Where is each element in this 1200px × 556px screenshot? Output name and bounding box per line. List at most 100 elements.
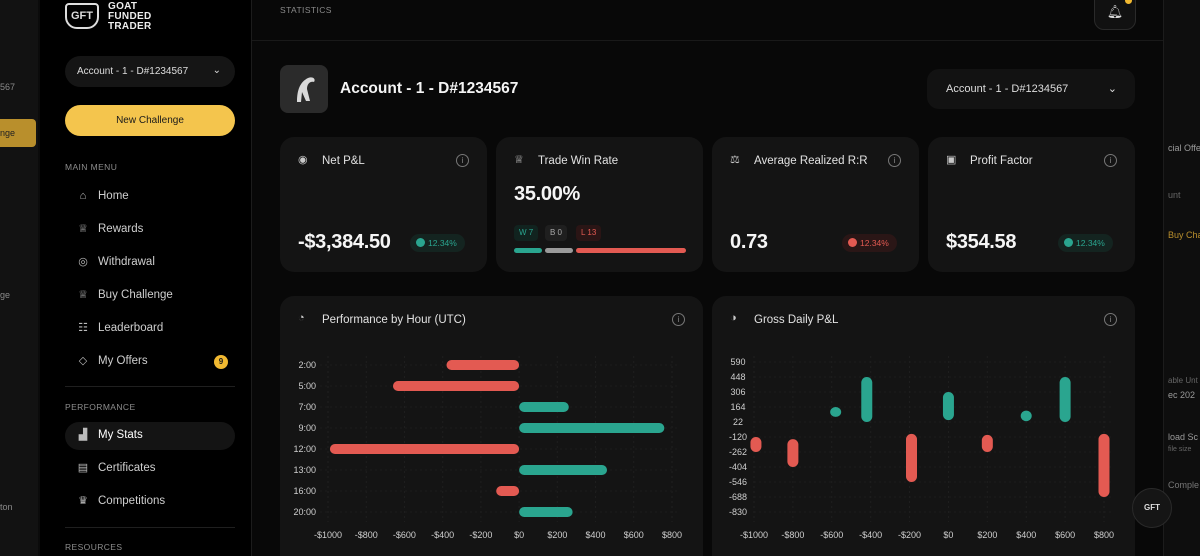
y-tick-label: 20:00 xyxy=(293,507,316,517)
profit-factor-value: $354.58 xyxy=(946,231,1017,253)
x-tick-label: $600 xyxy=(624,530,644,540)
bar xyxy=(830,407,842,417)
scale-icon: ⚖ xyxy=(730,154,740,166)
account-select-label: Account - 1 - D#1234567 xyxy=(77,66,189,77)
coin-icon: ◑ xyxy=(730,312,737,324)
background-text: unt xyxy=(1168,190,1181,200)
page-title: STATISTICS xyxy=(280,5,332,15)
sidebar-item-competitions[interactable]: ♛ Competitions xyxy=(65,488,235,516)
bar xyxy=(942,392,954,421)
sidebar-item-label: My Offers xyxy=(98,355,148,367)
support-chat-button[interactable]: GFT xyxy=(1132,488,1172,528)
sidebar-item-leaderboard[interactable]: ☷ Leaderboard xyxy=(65,315,235,343)
wins-bar xyxy=(514,248,542,253)
y-tick-label: -830 xyxy=(729,507,747,517)
sidebar-item-my-offers[interactable]: ◇ My Offers 9 xyxy=(65,348,235,376)
crown-icon: ♛ xyxy=(78,495,88,507)
sidebar-item-label: Rewards xyxy=(98,223,144,235)
x-tick-label: $800 xyxy=(1094,530,1114,540)
x-tick-label: -$800 xyxy=(355,530,378,540)
avg-rr-card: ⚖ Average Realized R:R i 0.73 12.34% xyxy=(712,137,919,272)
bar xyxy=(1020,410,1032,422)
gross-daily-pnl-chart: 590 448 306 164 22 -120 -262 -404 -546 -688 -830 -$… xyxy=(729,356,1114,540)
chart-title: Performance by Hour (UTC) xyxy=(322,314,466,326)
x-tick-label: -$800 xyxy=(781,530,804,540)
gross-daily-pnl-card: ◑ Gross Daily P&L i 590 448 306 164 22 -120 -2… xyxy=(712,296,1135,556)
account-title: Account - 1 - D#1234567 xyxy=(340,80,519,97)
notifications-button[interactable]: 🔔︎ xyxy=(1094,0,1136,30)
background-text: ton xyxy=(0,502,13,512)
users-icon: ☷ xyxy=(78,322,88,334)
sidebar-item-label: Competitions xyxy=(98,495,166,507)
card-title: Profit Factor xyxy=(970,155,1033,167)
bar xyxy=(750,437,762,452)
trophy-icon: ♕ xyxy=(514,154,524,166)
x-tick-label: $0 xyxy=(943,530,953,540)
background-text: Buy Cha xyxy=(1168,230,1200,240)
y-tick-label: 590 xyxy=(730,357,745,367)
background-window-right: cial Offe unt Buy Cha able Unt ec 202 lo… xyxy=(1163,0,1200,556)
header-divider xyxy=(252,40,1163,41)
home-icon: ⌂ xyxy=(79,190,87,202)
tag-icon: ◇ xyxy=(78,355,88,367)
arrow-up-icon xyxy=(1064,238,1073,247)
sidebar-item-withdrawal[interactable]: ◎ Withdrawal xyxy=(65,249,235,277)
chevron-down-icon: ⌄ xyxy=(1107,83,1117,95)
bar xyxy=(787,439,799,467)
y-tick-label: 5:00 xyxy=(298,381,316,391)
offers-count-badge: 9 xyxy=(214,355,228,369)
sidebar-item-my-stats[interactable]: ▟ My Stats xyxy=(65,422,235,450)
sidebar-item-rewards[interactable]: ♕ Rewards xyxy=(65,216,235,244)
account-select[interactable]: Account - 1 - D#1234567 ⌄ xyxy=(65,56,235,87)
y-tick-label: -688 xyxy=(729,492,747,502)
background-text: file size xyxy=(1168,446,1192,453)
y-tick-label: -120 xyxy=(729,432,747,442)
goat-logo-icon xyxy=(297,77,315,102)
brand-name-line: FUNDED xyxy=(108,11,152,22)
sidebar-item-home[interactable]: ⌂ Home xyxy=(65,183,235,211)
sidebar-item-certificates[interactable]: ▤ Certificates xyxy=(65,455,235,483)
brand-name: GOAT FUNDED TRADER xyxy=(108,2,151,32)
bar xyxy=(519,507,573,517)
main-content: STATISTICS 🔔︎ Account - 1 - D#1234567 Ac… xyxy=(252,0,1163,556)
background-text: able Unt xyxy=(1168,376,1198,385)
y-tick-label: 9:00 xyxy=(298,423,316,433)
info-icon[interactable]: i xyxy=(1104,154,1117,167)
info-icon[interactable]: i xyxy=(888,154,901,167)
brand-logo-icon[interactable]: GFT xyxy=(65,3,99,29)
y-tick-label: 2:00 xyxy=(298,360,316,370)
avg-rr-value: 0.73 xyxy=(730,231,768,253)
new-challenge-button[interactable]: New Challenge xyxy=(65,105,235,136)
background-text: 567 xyxy=(0,82,16,92)
x-tick-label: $0 xyxy=(514,530,524,540)
breakeven-bar xyxy=(545,248,573,253)
info-icon[interactable]: i xyxy=(1104,313,1117,326)
brand-name-line: GOAT xyxy=(108,1,138,12)
sidebar-item-label: My Stats xyxy=(98,429,143,441)
account-select[interactable]: Account - 1 - D#1234567 ⌄ xyxy=(927,69,1135,109)
card-title: Average Realized R:R xyxy=(754,155,868,167)
y-tick-label: 448 xyxy=(730,372,745,382)
card-title: Net P&L xyxy=(322,155,365,167)
chart-icon: ▟ xyxy=(78,429,88,441)
sidebar-item-buy-challenge[interactable]: ♕ Buy Challenge xyxy=(65,282,235,310)
bar xyxy=(906,433,917,482)
sidebar-divider xyxy=(65,527,235,528)
y-tick-label: -262 xyxy=(729,447,747,457)
y-tick-label: 12:00 xyxy=(293,444,316,454)
coins-icon: ◎ xyxy=(78,256,88,268)
net-pnl-card: ◉ Net P&L i -$3,384.50 12.34% xyxy=(280,137,487,272)
card-title: Trade Win Rate xyxy=(538,155,619,167)
x-tick-label: -$1000 xyxy=(314,530,342,540)
background-text: cial Offe xyxy=(1168,143,1200,153)
info-icon[interactable]: i xyxy=(456,154,469,167)
win-rate-card: ♕ Trade Win Rate 35.00% W 7 B 0 L 13 xyxy=(496,137,703,272)
y-tick-label: -404 xyxy=(729,462,747,472)
breakeven-count: B 0 xyxy=(545,225,568,241)
x-tick-label: $200 xyxy=(547,530,567,540)
brand-name-line: TRADER xyxy=(108,21,152,32)
bar xyxy=(329,444,520,454)
background-text: Comple xyxy=(1168,480,1200,490)
info-icon[interactable]: i xyxy=(672,313,685,326)
sidebar-item-label: Leaderboard xyxy=(98,322,164,334)
